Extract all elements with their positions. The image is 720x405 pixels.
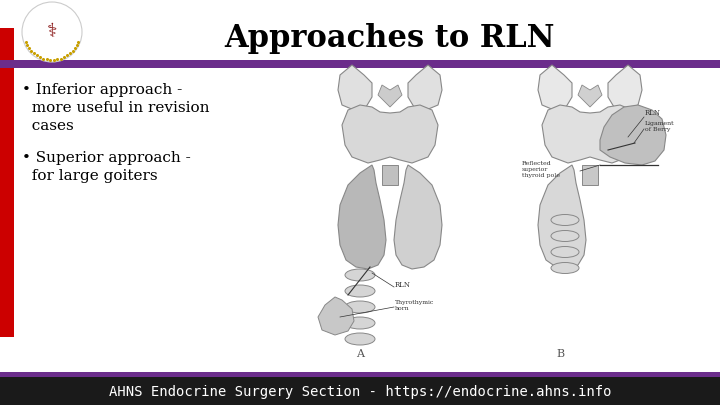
Ellipse shape [345, 269, 375, 281]
Polygon shape [408, 65, 442, 110]
Bar [0, 377, 720, 405]
Text: A: A [356, 349, 364, 359]
Text: RLN: RLN [645, 109, 661, 117]
Text: Ligament
of Berry: Ligament of Berry [645, 121, 675, 132]
Text: cases: cases [22, 119, 73, 133]
Text: AHNS Endocrine Surgery Section - https://endocrine.ahns.info: AHNS Endocrine Surgery Section - https:/… [109, 385, 611, 399]
Bar [582, 165, 598, 185]
Bar [382, 165, 398, 185]
Polygon shape [538, 165, 586, 269]
Bar [0, 372, 720, 377]
Text: B: B [556, 349, 564, 359]
Text: RLN: RLN [395, 281, 411, 289]
Ellipse shape [551, 247, 579, 258]
Polygon shape [394, 165, 442, 269]
Text: for large goiters: for large goiters [22, 169, 158, 183]
Polygon shape [338, 65, 372, 110]
Text: Thyrothymic
horn: Thyrothymic horn [395, 300, 434, 311]
Text: Reflected
superior
thyroid pole: Reflected superior thyroid pole [522, 161, 560, 178]
Ellipse shape [345, 301, 375, 313]
Bar [0, 60, 720, 68]
Ellipse shape [551, 230, 579, 241]
Polygon shape [378, 85, 402, 107]
Polygon shape [338, 165, 386, 269]
Polygon shape [342, 105, 438, 163]
Ellipse shape [345, 317, 375, 329]
Ellipse shape [345, 285, 375, 297]
Text: ⚕: ⚕ [47, 23, 58, 41]
Circle shape [22, 2, 82, 62]
Bar [0, 28, 14, 337]
Polygon shape [578, 85, 602, 107]
Polygon shape [608, 65, 642, 110]
Polygon shape [542, 105, 638, 163]
Polygon shape [538, 65, 572, 110]
Text: • Inferior approach -: • Inferior approach - [22, 83, 182, 97]
Text: Approaches to RLN: Approaches to RLN [225, 23, 555, 53]
Polygon shape [600, 105, 666, 165]
Polygon shape [318, 297, 354, 335]
Text: • Superior approach -: • Superior approach - [22, 151, 191, 165]
Text: more useful in revision: more useful in revision [22, 101, 210, 115]
Ellipse shape [345, 333, 375, 345]
Ellipse shape [551, 262, 579, 273]
Ellipse shape [551, 215, 579, 226]
